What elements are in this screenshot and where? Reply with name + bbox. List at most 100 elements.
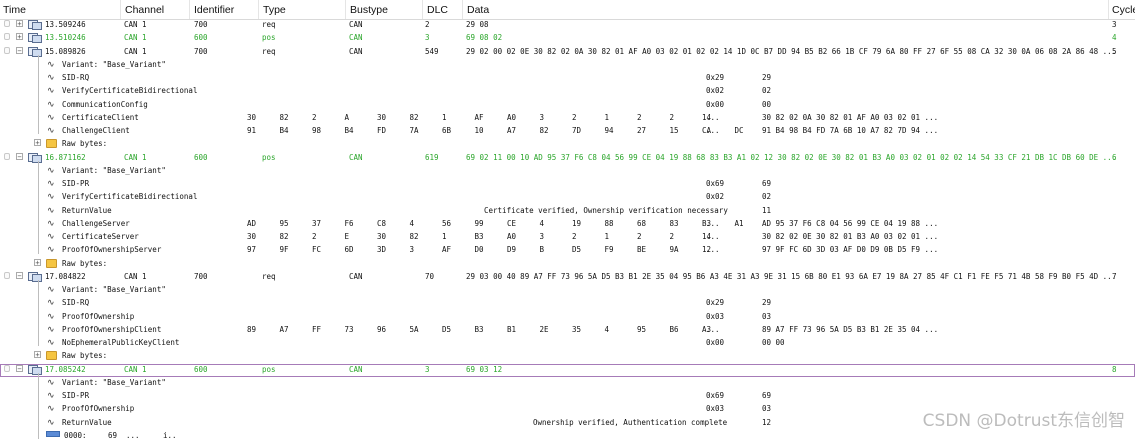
message-row[interactable]: +13.509246 CAN 1 700 req CAN 2 29 08 3 [0,19,1135,32]
signal-row[interactable]: ∿ SID-RQ 0x29 29 [0,72,1135,85]
signal-byte: 14 [702,232,712,241]
signal-row[interactable]: ∿ CertificateServer 30 82 2 E 30 82 1 B3 A0 3 2 1 2 2 14… [0,231,1135,244]
signal-byte: E [344,232,350,241]
signal-row[interactable]: ∿ NoEphemeralPublicKeyClient 0x00 00 00 [0,337,1135,350]
col-time[interactable]: Time [3,4,26,16]
raw-bytes-row[interactable]: + Raw bytes: [0,138,1135,151]
signal-byte: A7 [507,126,517,135]
pin-icon[interactable] [4,152,10,160]
signal-name: SID-RQ [62,73,90,82]
signal-row[interactable]: ∿ SID-PR 0x69 69 [0,390,1135,403]
message-icon [28,20,42,30]
signal-row[interactable]: ∿ Variant: "Base_Variant" [0,59,1135,72]
signal-byte: A0 [507,112,517,122]
raw-bytes-line[interactable]: 0000: 69... i.. [0,430,1135,443]
signal-physical-value: 69 [762,179,772,188]
signal-row[interactable]: ∿ VerifyCertificateBidirectional 0x02 02 [0,85,1135,98]
expand-toggle-icon[interactable]: − [16,271,23,280]
message-dlc: 549 [425,46,439,56]
col-bustype[interactable]: Bustype [350,4,388,16]
expand-toggle-icon[interactable]: + [34,351,41,360]
signal-byte: 30 [247,232,257,241]
signal-byte: 19 [572,218,582,228]
signal-byte: 5A [409,324,419,334]
signal-row[interactable]: ∿ VerifyCertificateBidirectional 0x02 02 [0,191,1135,204]
expand-toggle-icon[interactable]: + [16,33,23,42]
col-dlc[interactable]: DLC [427,4,449,16]
col-data[interactable]: Data [467,4,490,16]
message-row[interactable]: +13.510246 CAN 1 600 pos CAN 3 69 08 02 4 [0,32,1135,45]
expand-toggle-icon[interactable]: − [16,152,23,161]
message-bustype: CAN [349,46,363,56]
signal-row[interactable]: ∿ ReturnValue Ownership verified, Authenti… [0,417,1135,430]
signal-row[interactable]: ∿ ProofOfOwnership 0x03 03 [0,403,1135,416]
signal-wave-icon: ∿ [47,285,55,295]
signal-name: ProofOfOwnershipClient [62,324,162,334]
raw-bytes-row[interactable]: + Raw bytes: [0,258,1135,271]
raw-bytes-row[interactable]: + Raw bytes: [0,350,1135,363]
signal-row[interactable]: ∿ ProofOfOwnership 0x03 03 [0,311,1135,324]
message-bustype: CAN [349,33,363,43]
signal-byte: AD [247,218,257,228]
signal-row[interactable]: ∿ ProofOfOwnershipClient 89 A7 FF 73 96 5A D5 B3 B… [0,324,1135,337]
signal-row[interactable]: ∿ CommunicationConfig 0x00 00 [0,99,1135,112]
message-type: req [262,271,276,281]
signal-row[interactable]: ∿ ChallengeClient 91 B4 98 B4 FD 7A 6B 10 A7 82 7D 94… [0,125,1135,138]
col-identifier[interactable]: Identifier [194,4,235,16]
tree-line [38,372,39,439]
signal-byte: 94 [604,126,614,135]
signal-byte: 27 [637,126,647,135]
expand-toggle-icon[interactable]: − [16,364,23,373]
signal-wave-icon: ∿ [47,99,55,110]
signal-row[interactable]: ∿ ReturnValue Certificate verified, Owners… [0,205,1135,218]
signal-name: ProofOfOwnership [62,311,135,321]
signal-physical-value: 30 82 02 0A 30 82 01 AF A0 03 02 01 ... [762,112,939,122]
expand-toggle-icon[interactable]: + [16,20,23,28]
signal-row[interactable]: ∿ SID-PR 0x69 69 [0,178,1135,191]
col-type[interactable]: Type [263,4,286,16]
signal-byte: 2 [312,232,317,241]
col-channel[interactable]: Channel [125,4,165,16]
signal-row[interactable]: ∿ ProofOfOwnershipServer 97 9F FC 6D 3D 3 AF D0 D9… [0,244,1135,257]
signal-byte: FC [312,245,322,255]
pin-icon[interactable] [4,33,10,41]
signal-byte: 6D [344,245,354,255]
signal-byte: 3 [409,245,415,255]
signal-row[interactable]: ∿ CertificateClient 30 82 2 A 30 82 1 AF A0 3 2 1 2 2 14… [0,112,1135,125]
message-row[interactable]: − 17.085242 CAN 1 600 pos CAN 3 69 03 12 8 [0,363,1135,377]
pin-icon[interactable] [4,271,10,279]
signal-row[interactable]: ∿ ChallengeServer AD 95 37 F6 C8 4 56 99 CE 4 19 88 68… [0,218,1135,231]
signal-wave-icon: ∿ [47,179,55,189]
message-type: pos [262,33,276,43]
message-identifier: 700 [194,20,208,29]
signal-text-value: Certificate verified, Ownership verifica… [484,205,728,215]
expand-toggle-icon[interactable]: + [34,258,41,267]
pin-icon[interactable] [4,20,10,27]
pin-icon[interactable] [4,46,10,54]
pin-icon[interactable] [4,364,10,372]
tree-line [38,280,39,347]
signal-byte: C8 [377,218,387,228]
signal-byte: A7 [279,324,289,334]
message-row[interactable]: − 15.089826 CAN 1 700 req CAN 549 29 02 00 02 0… [0,46,1135,59]
signal-byte: 98 [312,126,322,135]
signal-byte: 4 [604,324,610,334]
signal-byte: 4 [539,218,545,228]
expand-toggle-icon[interactable]: + [34,139,41,148]
message-row[interactable]: − 17.084822 CAN 1 700 req CAN 70 29 03 00 40 89… [0,271,1135,284]
signal-wave-icon: ∿ [47,73,55,83]
signal-wave-icon: ∿ [47,218,55,229]
signal-row[interactable]: ∿ Variant: "Base_Variant" [0,284,1135,297]
signal-row[interactable]: ∿ Variant: "Base_Variant" [0,165,1135,178]
signal-physical-value: 69 [762,391,772,400]
signal-row[interactable]: ∿ SID-RQ 0x29 29 [0,297,1135,310]
signal-physical-value: 02 [762,192,772,202]
signal-byte: B [539,245,545,255]
col-cycle[interactable]: Cycle [1112,4,1135,16]
signal-row[interactable]: ∿ Variant: "Base_Variant" [0,377,1135,390]
message-channel: CAN 1 [124,364,147,374]
expand-toggle-icon[interactable]: − [16,46,23,55]
message-dlc: 2 [425,20,430,29]
message-row[interactable]: − 16.871162 CAN 1 600 pos CAN 619 69 02 11 00 1… [0,152,1135,165]
signal-name: VerifyCertificateBidirectional [62,86,198,96]
